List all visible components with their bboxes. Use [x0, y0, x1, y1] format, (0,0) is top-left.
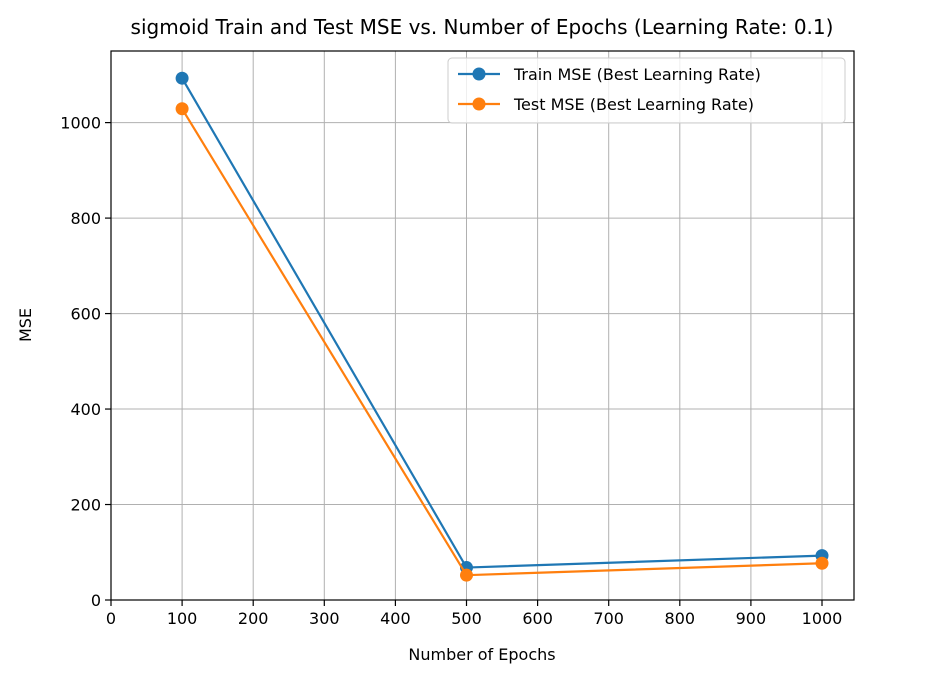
- legend-entry-label: Test MSE (Best Learning Rate): [513, 95, 754, 114]
- plot-frame: [110, 50, 855, 601]
- x-tick-label: 900: [736, 609, 767, 628]
- legend-marker: [472, 97, 486, 111]
- x-tick-label: 100: [167, 609, 198, 628]
- x-axis-label: Number of Epochs: [408, 645, 555, 664]
- legend-marker: [472, 67, 486, 81]
- x-tick-label: 400: [380, 609, 411, 628]
- series-lines: [175, 71, 829, 582]
- y-tick-label: 1000: [60, 114, 101, 133]
- y-tick-label: 600: [70, 305, 101, 324]
- x-tick-label: 600: [522, 609, 553, 628]
- x-tick-label: 1000: [802, 609, 843, 628]
- y-tick-label: 800: [70, 209, 101, 228]
- y-tick-label: 400: [70, 400, 101, 419]
- chart-title: sigmoid Train and Test MSE vs. Number of…: [131, 15, 834, 39]
- legend: Train MSE (Best Learning Rate) Test MSE (…: [447, 57, 846, 124]
- x-tick-label: 700: [593, 609, 624, 628]
- grid-lines: [110, 51, 854, 601]
- x-tick-label: 200: [238, 609, 269, 628]
- series-point-1: [460, 568, 474, 582]
- series-point-1: [815, 556, 829, 570]
- y-tick-label: 200: [70, 496, 101, 515]
- legend-box: [447, 57, 846, 124]
- series-point-0: [175, 71, 189, 85]
- series-point-1: [175, 102, 189, 116]
- x-tick-label: 800: [665, 609, 696, 628]
- x-tick-label: 0: [106, 609, 116, 628]
- y-axis-label: MSE: [16, 308, 35, 342]
- x-tick-label: 300: [309, 609, 340, 628]
- x-tick-label: 500: [451, 609, 482, 628]
- y-tick-label: 0: [91, 591, 101, 610]
- legend-entry-label: Train MSE (Best Learning Rate): [513, 65, 761, 84]
- axis-ticks: 0 100 200 300 400 500 600 700 800 900 1000 0 200 400 6…: [60, 114, 842, 628]
